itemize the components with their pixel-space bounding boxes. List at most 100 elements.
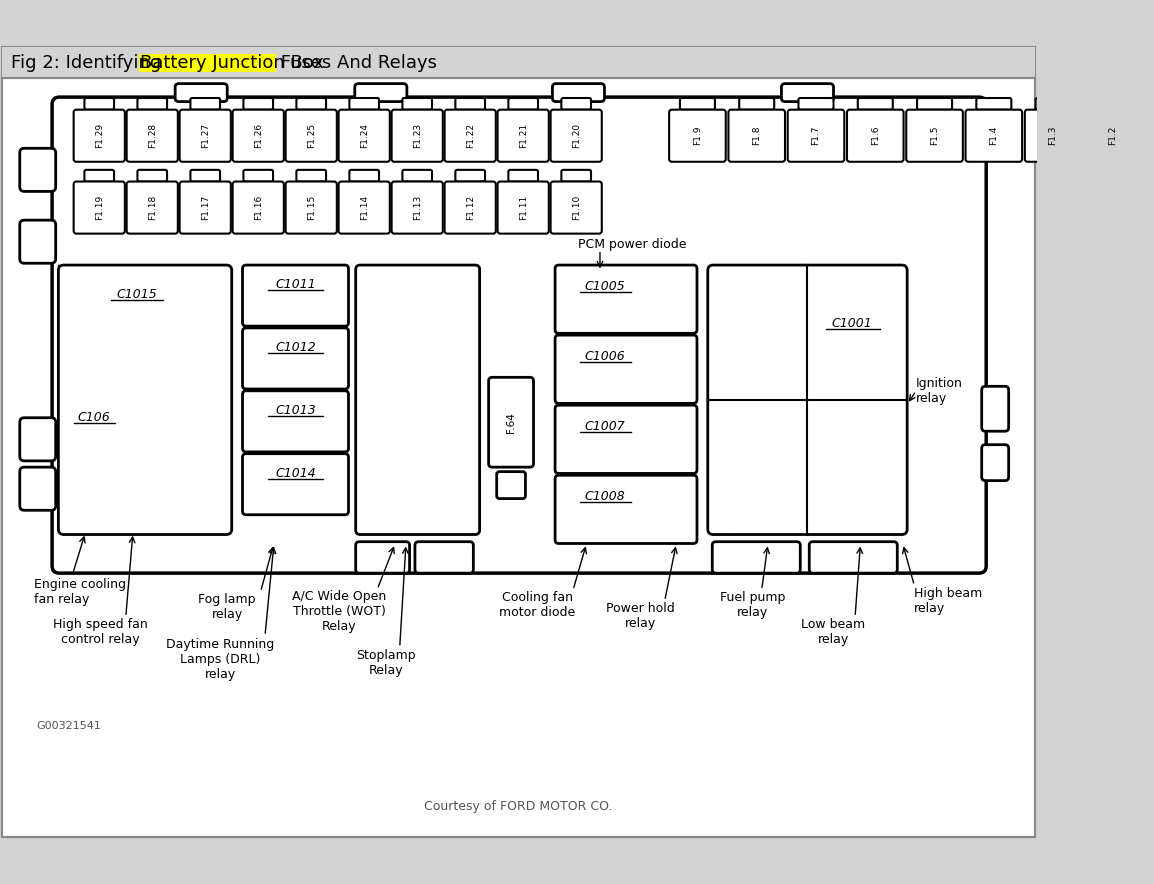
- Text: C1014: C1014: [275, 467, 316, 480]
- Text: C1007: C1007: [584, 420, 624, 433]
- Text: G00321541: G00321541: [36, 720, 100, 731]
- FancyBboxPatch shape: [403, 98, 432, 110]
- FancyBboxPatch shape: [20, 149, 55, 192]
- FancyBboxPatch shape: [728, 110, 785, 162]
- FancyBboxPatch shape: [338, 181, 390, 233]
- FancyBboxPatch shape: [403, 170, 432, 181]
- Text: High speed fan
control relay: High speed fan control relay: [53, 618, 148, 646]
- Text: F1.20: F1.20: [571, 123, 580, 149]
- FancyBboxPatch shape: [561, 170, 591, 181]
- Text: F1.8: F1.8: [752, 126, 762, 146]
- FancyBboxPatch shape: [1095, 98, 1130, 110]
- Text: Courtesy of FORD MOTOR CO.: Courtesy of FORD MOTOR CO.: [424, 800, 613, 813]
- FancyBboxPatch shape: [233, 181, 284, 233]
- Bar: [2, 47, 1035, 79]
- FancyBboxPatch shape: [190, 98, 220, 110]
- FancyBboxPatch shape: [553, 84, 605, 102]
- Text: Low beam
relay: Low beam relay: [801, 618, 866, 646]
- Text: F1.24: F1.24: [360, 123, 369, 149]
- Text: F1.11: F1.11: [518, 195, 527, 220]
- FancyBboxPatch shape: [242, 391, 349, 452]
- Text: F1.25: F1.25: [307, 123, 316, 149]
- FancyBboxPatch shape: [350, 170, 379, 181]
- FancyBboxPatch shape: [74, 110, 125, 162]
- FancyBboxPatch shape: [550, 181, 601, 233]
- Text: PCM power diode: PCM power diode: [577, 238, 685, 251]
- Text: F1.22: F1.22: [466, 123, 474, 149]
- FancyBboxPatch shape: [286, 181, 337, 233]
- Text: F1.18: F1.18: [148, 195, 157, 220]
- Text: F1.6: F1.6: [871, 126, 879, 146]
- Text: F1.16: F1.16: [254, 195, 263, 220]
- Text: C1012: C1012: [275, 341, 316, 354]
- FancyBboxPatch shape: [456, 98, 485, 110]
- FancyBboxPatch shape: [857, 98, 893, 110]
- FancyBboxPatch shape: [488, 377, 533, 467]
- FancyBboxPatch shape: [127, 181, 178, 233]
- Text: F1.15: F1.15: [307, 195, 316, 220]
- FancyBboxPatch shape: [20, 220, 55, 263]
- Text: Fuel pump
relay: Fuel pump relay: [720, 591, 786, 619]
- FancyBboxPatch shape: [190, 170, 220, 181]
- Text: F1.5: F1.5: [930, 126, 939, 146]
- Text: Stoplamp
Relay: Stoplamp Relay: [357, 649, 417, 676]
- FancyBboxPatch shape: [707, 265, 907, 535]
- FancyBboxPatch shape: [1084, 110, 1140, 162]
- FancyBboxPatch shape: [509, 170, 538, 181]
- FancyBboxPatch shape: [917, 98, 952, 110]
- Text: Fog lamp
relay: Fog lamp relay: [198, 593, 256, 621]
- FancyBboxPatch shape: [297, 98, 327, 110]
- FancyBboxPatch shape: [354, 84, 407, 102]
- FancyBboxPatch shape: [1035, 98, 1071, 110]
- Text: Fig 2: Identifying: Fig 2: Identifying: [10, 54, 167, 72]
- Text: Power hold
relay: Power hold relay: [606, 602, 675, 630]
- FancyBboxPatch shape: [243, 98, 273, 110]
- Text: F1.9: F1.9: [692, 126, 702, 146]
- FancyBboxPatch shape: [59, 265, 232, 535]
- FancyBboxPatch shape: [456, 170, 485, 181]
- Text: F.64: F.64: [507, 412, 516, 432]
- Bar: [138, 54, 276, 72]
- Text: F1.12: F1.12: [466, 195, 474, 220]
- FancyBboxPatch shape: [555, 265, 697, 333]
- FancyBboxPatch shape: [52, 97, 987, 573]
- FancyBboxPatch shape: [788, 110, 845, 162]
- Text: F1.3: F1.3: [1049, 126, 1057, 146]
- FancyBboxPatch shape: [137, 98, 167, 110]
- Text: F1.7: F1.7: [811, 126, 820, 146]
- FancyBboxPatch shape: [982, 445, 1009, 481]
- FancyBboxPatch shape: [982, 386, 1009, 431]
- FancyBboxPatch shape: [297, 170, 327, 181]
- FancyBboxPatch shape: [415, 542, 473, 573]
- FancyBboxPatch shape: [286, 110, 337, 162]
- Text: A/C Wide Open
Throttle (WOT)
Relay: A/C Wide Open Throttle (WOT) Relay: [292, 591, 387, 633]
- Text: C1001: C1001: [831, 317, 872, 330]
- FancyBboxPatch shape: [966, 110, 1022, 162]
- FancyBboxPatch shape: [497, 110, 549, 162]
- FancyBboxPatch shape: [976, 98, 1011, 110]
- Text: C1013: C1013: [275, 404, 316, 417]
- FancyBboxPatch shape: [809, 542, 898, 573]
- FancyBboxPatch shape: [180, 181, 231, 233]
- FancyBboxPatch shape: [497, 181, 549, 233]
- Text: F1.19: F1.19: [95, 195, 104, 220]
- FancyBboxPatch shape: [243, 170, 273, 181]
- FancyBboxPatch shape: [350, 98, 379, 110]
- Text: F1.13: F1.13: [413, 195, 421, 220]
- Text: F1.21: F1.21: [518, 123, 527, 149]
- FancyBboxPatch shape: [561, 98, 591, 110]
- FancyBboxPatch shape: [781, 84, 833, 102]
- Text: C1011: C1011: [275, 278, 316, 292]
- FancyBboxPatch shape: [338, 110, 390, 162]
- Text: Fuses And Relays: Fuses And Relays: [276, 54, 437, 72]
- FancyBboxPatch shape: [84, 170, 114, 181]
- FancyBboxPatch shape: [550, 110, 601, 162]
- FancyBboxPatch shape: [1025, 110, 1081, 162]
- FancyBboxPatch shape: [242, 453, 349, 514]
- FancyBboxPatch shape: [555, 405, 697, 474]
- Text: F1.28: F1.28: [148, 123, 157, 149]
- FancyBboxPatch shape: [669, 110, 726, 162]
- FancyBboxPatch shape: [355, 542, 410, 573]
- FancyBboxPatch shape: [444, 110, 496, 162]
- Text: F1.27: F1.27: [201, 123, 210, 149]
